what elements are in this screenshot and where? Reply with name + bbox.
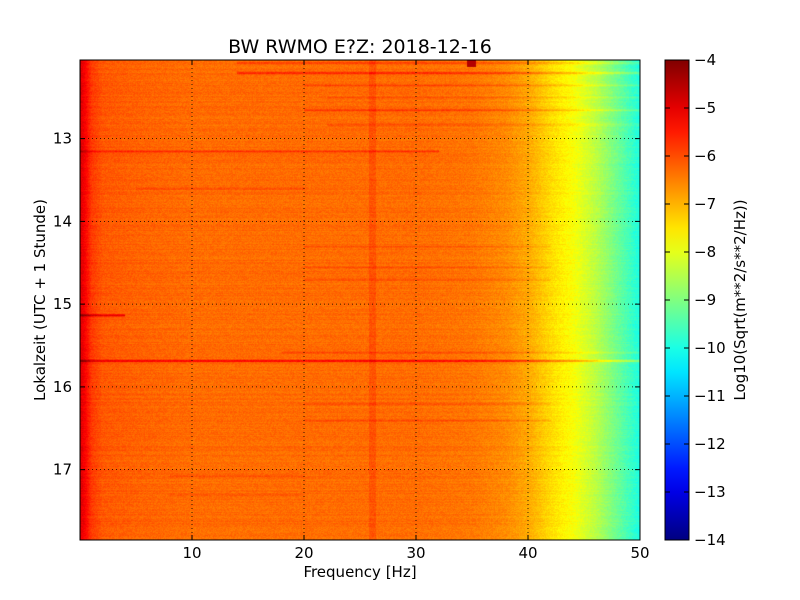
y-tick-label: 15 xyxy=(53,295,72,313)
colorbar-tick-label: −6 xyxy=(694,147,716,165)
colorbar-tick-label: −14 xyxy=(694,531,726,549)
chart-title: BW RWMO E?Z: 2018-12-16 xyxy=(228,36,492,58)
y-tick-label: 16 xyxy=(53,378,72,396)
colorbar-tick-label: −5 xyxy=(694,99,716,117)
plot-frame xyxy=(79,59,641,541)
colorbar-tick-label: −9 xyxy=(694,291,716,309)
colorbar-tick-label: −11 xyxy=(694,387,726,405)
x-tick-label: 30 xyxy=(406,544,425,562)
colorbar-label: Log10(Sqrt(m**2/s**2/Hz)) xyxy=(731,199,749,400)
y-axis-label: Lokalzeit (UTC + 1 Stunde) xyxy=(31,199,49,401)
colorbar-tick-label: −4 xyxy=(694,51,716,69)
y-tick-label: 14 xyxy=(53,212,72,230)
y-tick-label: 13 xyxy=(53,130,72,148)
spectrogram-plot-area xyxy=(80,60,640,540)
colorbar-tick-label: −13 xyxy=(694,483,726,501)
x-axis-ticks: 10 20 30 40 50 xyxy=(182,60,650,562)
x-tick-label: 20 xyxy=(294,544,313,562)
y-tick-label: 17 xyxy=(53,461,72,479)
colorbar-tick-label: −10 xyxy=(694,339,726,357)
colorbar-ticks: −4 −5 −6 −7 −8 −9 −10 −11 −12 −13 −14 xyxy=(665,51,726,549)
x-tick-label: 40 xyxy=(518,544,537,562)
x-tick-label: 50 xyxy=(630,544,649,562)
x-tick-label: 10 xyxy=(182,544,201,562)
colorbar-tick-label: −8 xyxy=(694,243,716,261)
colorbar-tick-label: −12 xyxy=(694,435,726,453)
x-axis-label: Frequency [Hz] xyxy=(303,563,416,581)
colorbar-tick-label: −7 xyxy=(694,195,716,213)
y-axis-ticks: 13 14 15 16 17 xyxy=(53,130,640,479)
